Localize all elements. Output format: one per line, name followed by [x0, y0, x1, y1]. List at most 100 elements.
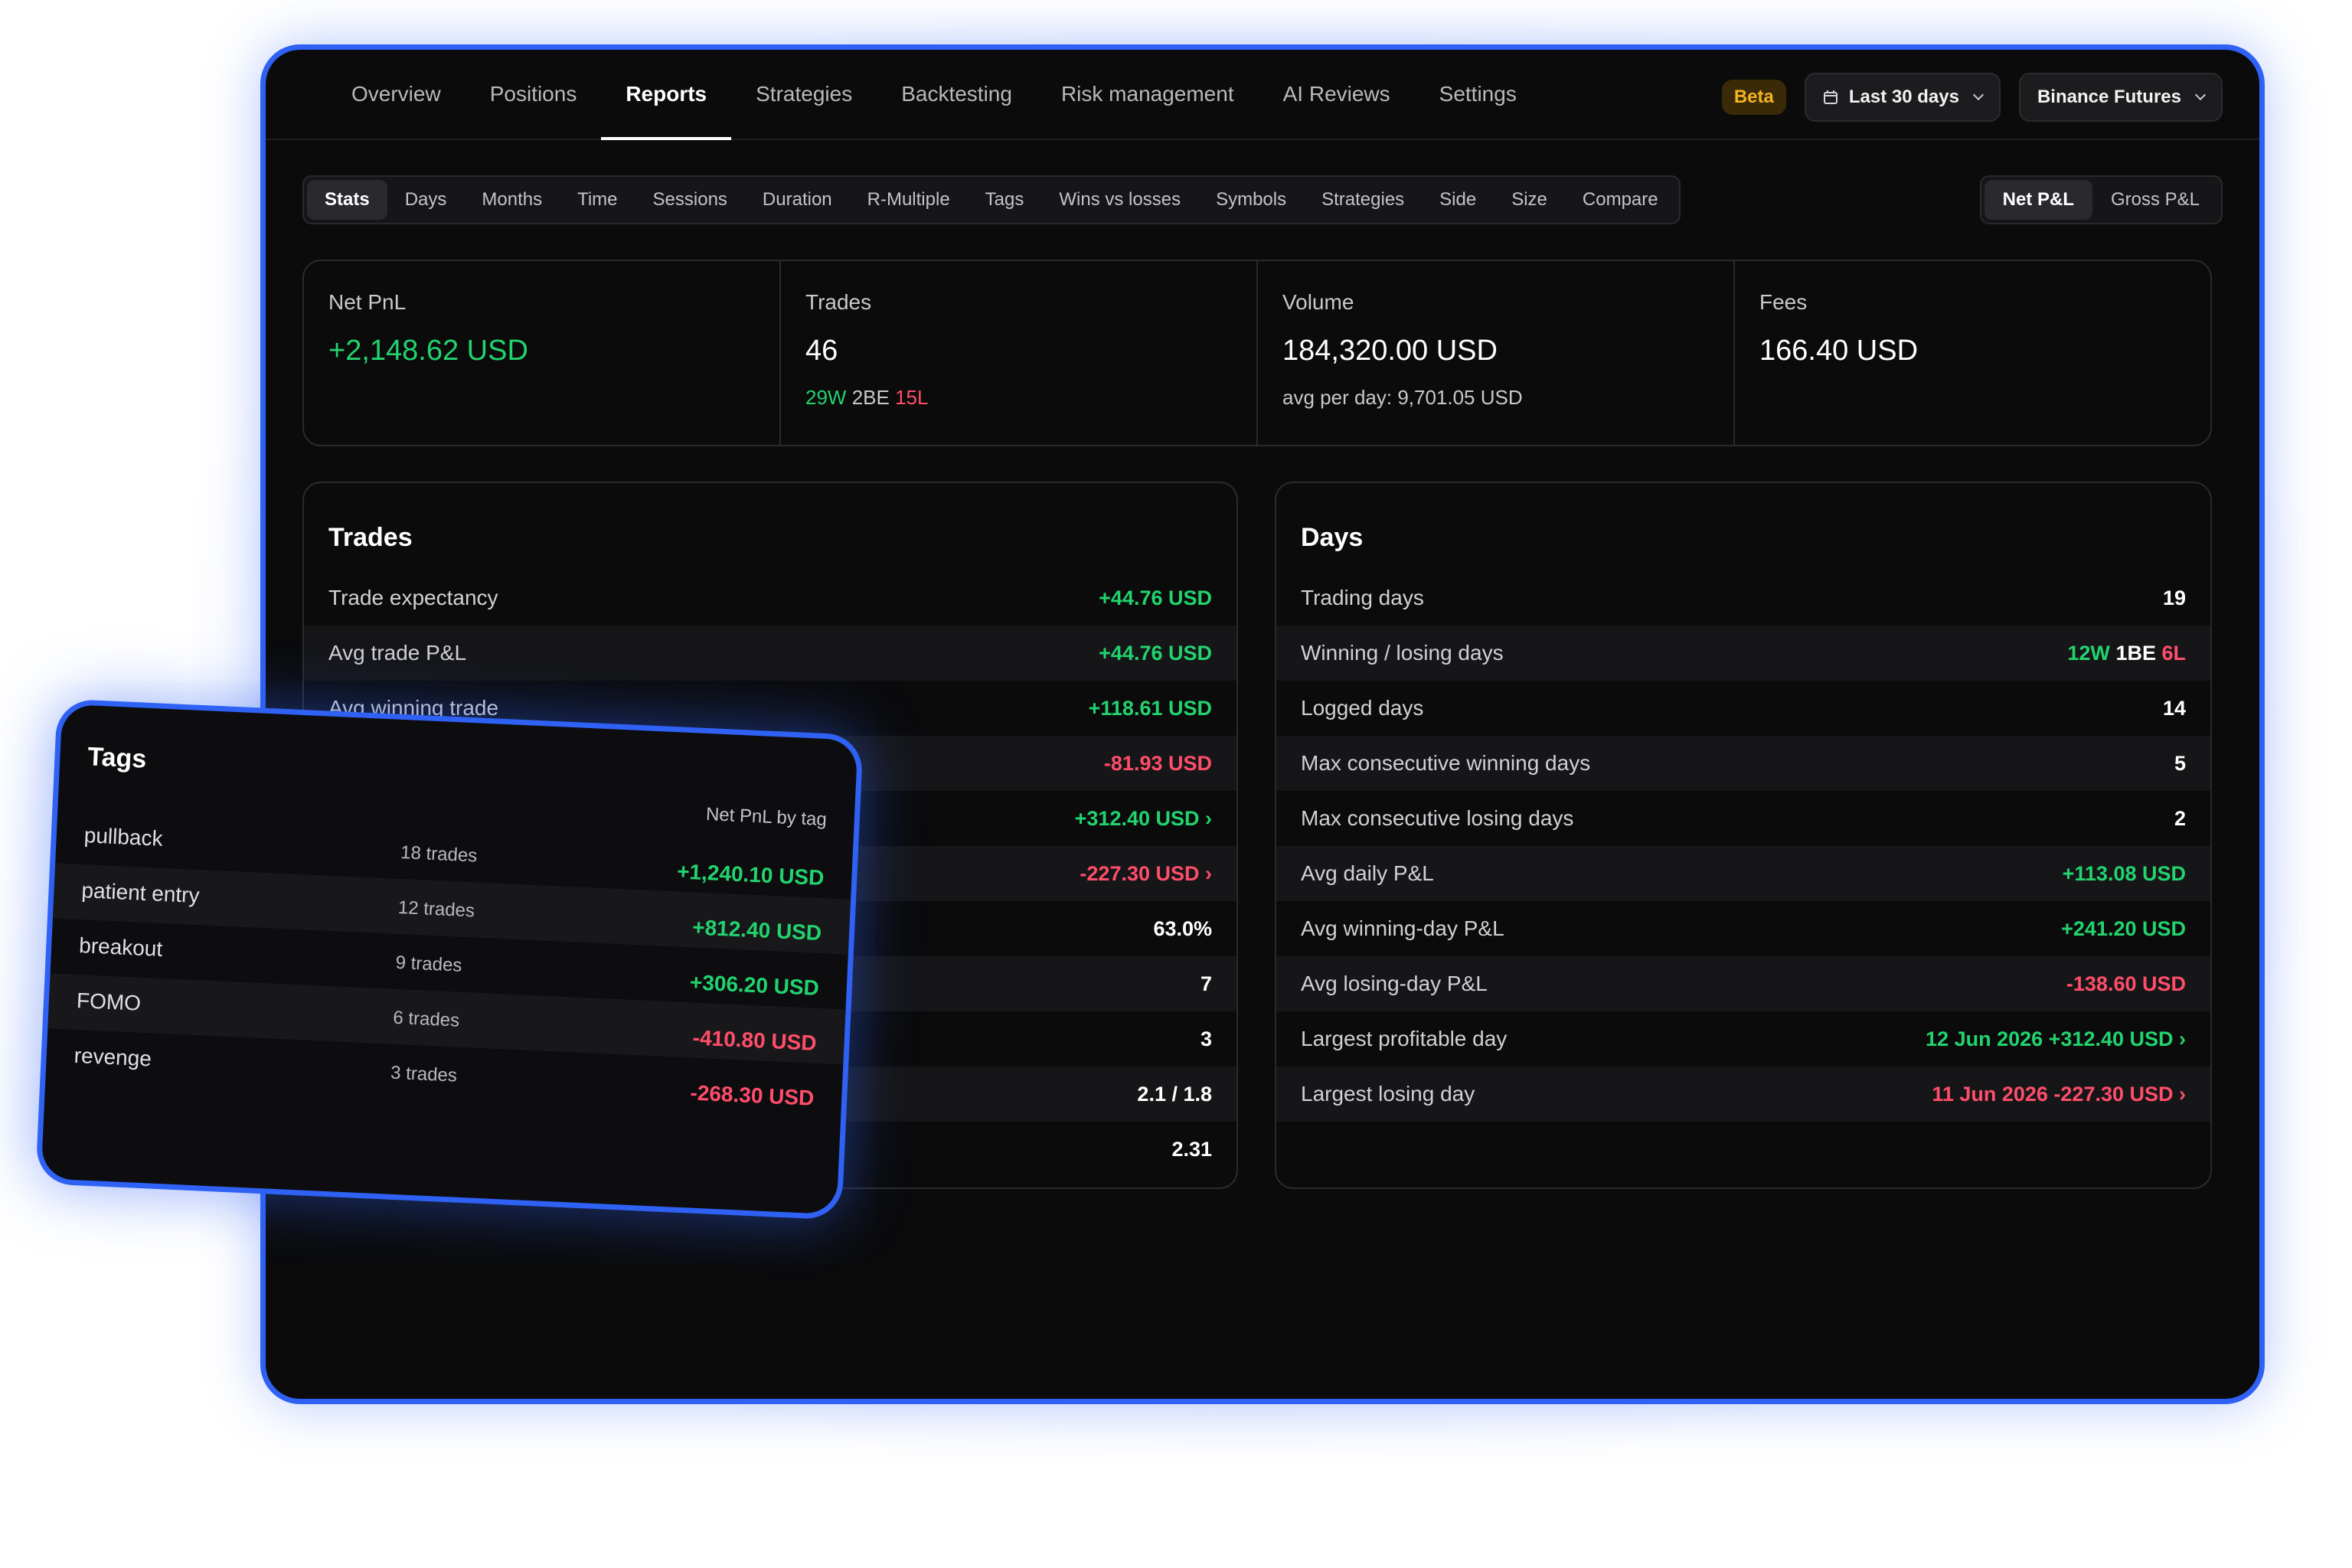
kpi-subtext: avg per day: 9,701.05 USD: [1282, 386, 1523, 409]
subtab-days[interactable]: Days: [404, 189, 447, 210]
stat-value: 2.31: [1171, 1137, 1212, 1161]
tab-backtesting[interactable]: Backtesting: [901, 82, 1012, 106]
stat-label: Max consecutive winning days: [1301, 751, 1591, 775]
subtab-symbols[interactable]: Symbols: [1216, 189, 1287, 210]
subtab-sessions[interactable]: Sessions: [652, 189, 727, 210]
subtab-duration[interactable]: Duration: [762, 189, 832, 210]
beta-badge: Beta: [1721, 80, 1786, 115]
tag-name: FOMO: [76, 988, 142, 1015]
stat-value: +44.76 USD: [1099, 641, 1212, 665]
subtab-time[interactable]: Time: [577, 189, 618, 210]
report-subtabs: Stats Days Months Time Sessions Duration R-Mul…: [302, 175, 1681, 224]
tag-name: patient entry: [80, 878, 201, 908]
stat-row: Avg losing-day P&L -138.60 USD: [1276, 956, 2210, 1011]
tag-trade-count: 12 trades: [397, 897, 475, 922]
chevron-down-icon: [1972, 89, 1984, 101]
tag-trade-count: 18 trades: [400, 841, 478, 867]
pnl-toggle: Net P&L Gross P&L: [1979, 175, 2223, 224]
win-loss-breakdown: 29W 2BE 15L: [805, 386, 1232, 410]
stat-label: Winning / losing days: [1301, 641, 1504, 665]
account-select[interactable]: Binance Futures: [2018, 73, 2223, 122]
tab-strategies[interactable]: Strategies: [756, 82, 853, 106]
main-tabs: Overview Positions Reports Strategies Backte…: [327, 50, 1541, 140]
stat-row[interactable]: Largest profitable day 12 Jun 2026 +312.4…: [1276, 1011, 2210, 1067]
trades-panel: Trades Trade expectancy +44.76 USD Avg tra…: [302, 482, 1238, 1189]
days-stats-list: Trading days 19 Winning / losing days 12W 1…: [1276, 570, 2210, 1122]
stat-value: 63.0%: [1153, 916, 1212, 940]
subtab-wins-vs-losses[interactable]: Wins vs losses: [1059, 189, 1181, 210]
stat-row: Avg winning-day P&L +241.20 USD: [1276, 901, 2210, 956]
stat-row[interactable]: Largest losing day 11 Jun 2026 -227.30 US…: [1276, 1067, 2210, 1122]
stat-row: Trade expectancy +44.76 USD: [304, 570, 1236, 626]
subtab-compare[interactable]: Compare: [1582, 189, 1658, 210]
panel-title: Trades: [328, 523, 413, 552]
tag-pnl: +1,240.10 USD: [676, 859, 825, 890]
kpi-value: 184,320.00 USD: [1282, 335, 1498, 367]
tag-trade-count: 9 trades: [395, 952, 462, 976]
tab-risk-management[interactable]: Risk management: [1060, 82, 1234, 106]
tag-trade-count: 6 trades: [392, 1007, 460, 1031]
stat-label: Logged days: [1301, 696, 1424, 720]
kpi-value: 166.40 USD: [1759, 335, 1919, 367]
stat-value: 2.1 / 1.8: [1137, 1082, 1212, 1106]
stat-row[interactable]: +312.40 USD ›: [304, 791, 1236, 846]
kpi-value: 46: [805, 335, 838, 367]
subtab-months[interactable]: Months: [482, 189, 543, 210]
stat-value: +113.08 USD: [2062, 861, 2186, 885]
stat-row: Avg trade P&L +44.76 USD: [304, 626, 1236, 681]
account-label: Binance Futures: [2037, 87, 2181, 107]
trades-stats-list: Trade expectancy +44.76 USD Avg trade P&L +…: [304, 570, 1236, 1177]
tab-ai-reviews[interactable]: AI Reviews: [1282, 82, 1390, 106]
subtab-r-multiple[interactable]: R-Multiple: [867, 189, 950, 210]
days-panel: Days Trading days 19 Winning / losing days…: [1275, 482, 2212, 1189]
stat-value: 3: [1200, 1027, 1212, 1050]
stat-row: Winning / losing days 12W 1BE 6L: [1276, 626, 2210, 681]
stat-label: Avg losing-day P&L: [1301, 972, 1488, 995]
kpi-value: +2,148.62 USD: [328, 335, 528, 367]
tags-card: Tags Net PnL by tag pullback 18 trades +1,…: [35, 698, 864, 1220]
stat-label: Max consecutive losing days: [1301, 806, 1574, 830]
toggle-net-p-l[interactable]: Net P&L: [1984, 180, 2092, 220]
losses-count: 15L: [895, 386, 929, 409]
stat-value: +118.61 USD: [1088, 696, 1212, 720]
stat-label: Largest losing day: [1301, 1082, 1475, 1106]
tags-list: pullback 18 trades +1,240.10 USD patient en…: [45, 808, 853, 1120]
kpi-label: Net PnL: [328, 290, 407, 314]
stat-label: Avg winning-day P&L: [1301, 916, 1504, 940]
stat-value: -227.30 USD ›: [1080, 861, 1212, 885]
stat-row: 3: [304, 1011, 1236, 1067]
kpi-label: Trades: [805, 290, 872, 314]
top-right-controls: Beta Last 30 days Binance Futures: [1721, 73, 2223, 122]
stat-value: +241.20 USD: [2061, 916, 2186, 940]
tab-overview[interactable]: Overview: [351, 82, 441, 106]
subtab-size[interactable]: Size: [1511, 189, 1547, 210]
stat-value: 7: [1200, 972, 1212, 995]
tab-positions[interactable]: Positions: [489, 82, 577, 106]
subtab-tags[interactable]: Tags: [985, 189, 1024, 210]
stat-value: 14: [2162, 696, 2186, 720]
tags-card-title: Tags: [87, 742, 148, 774]
stat-label: Trade expectancy: [328, 586, 498, 609]
subtab-side[interactable]: Side: [1439, 189, 1477, 210]
stat-row: Avg daily P&L +113.08 USD: [1276, 846, 2210, 901]
stat-row: Max consecutive losing days 2: [1276, 791, 2210, 846]
date-range-select[interactable]: Last 30 days: [1804, 73, 2001, 122]
tag-name: breakout: [78, 933, 163, 961]
kpi-volume: Volume 184,320.00 USD avg per day: 9,701…: [1258, 261, 1735, 445]
stat-label: Trading days: [1301, 586, 1424, 609]
breakeven-count: 2BE: [851, 386, 890, 409]
tag-pnl: +812.40 USD: [691, 915, 822, 945]
tab-settings[interactable]: Settings: [1439, 82, 1517, 106]
tab-reports[interactable]: Reports: [601, 50, 731, 140]
stat-label: Largest profitable day: [1301, 1027, 1508, 1050]
tag-name: pullback: [83, 823, 164, 851]
stat-value: -138.60 USD: [2066, 972, 2186, 995]
subtab-strategies[interactable]: Strategies: [1321, 189, 1405, 210]
stat-value: 19: [2162, 586, 2186, 609]
stat-row: Max consecutive winning days 5: [1276, 736, 2210, 791]
kpi-label: Volume: [1282, 290, 1354, 314]
toggle-gross-p-l[interactable]: Gross P&L: [2110, 189, 2200, 210]
subtab-stats[interactable]: Stats: [307, 180, 387, 220]
stat-value: 2: [2174, 806, 2186, 830]
kpi-label: Fees: [1759, 290, 1808, 314]
